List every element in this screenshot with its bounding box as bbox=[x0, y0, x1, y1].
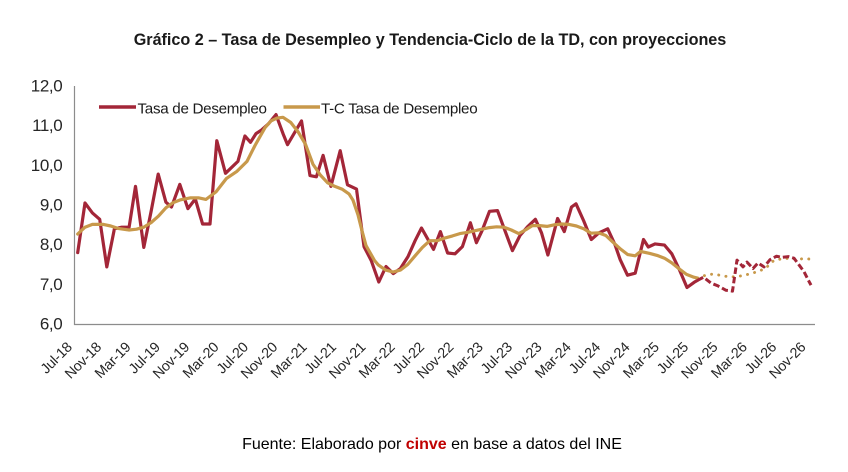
svg-text:6,0: 6,0 bbox=[40, 315, 62, 334]
svg-text:11,0: 11,0 bbox=[32, 116, 62, 135]
svg-text:Gráfico 2 – Tasa de Desempleo: Gráfico 2 – Tasa de Desempleo y Tendenci… bbox=[134, 31, 727, 49]
svg-text:Tasa de Desempleo: Tasa de Desempleo bbox=[138, 101, 267, 118]
svg-text:Fuente: Elaborado por cinve en: Fuente: Elaborado por cinve en base a da… bbox=[242, 436, 622, 453]
svg-text:9,0: 9,0 bbox=[40, 196, 62, 215]
svg-text:8,0: 8,0 bbox=[40, 235, 62, 254]
svg-text:12,0: 12,0 bbox=[31, 77, 63, 96]
svg-text:T-C Tasa de Desempleo: T-C Tasa de Desempleo bbox=[321, 101, 477, 118]
svg-text:7,0: 7,0 bbox=[40, 275, 62, 294]
svg-text:10,0: 10,0 bbox=[31, 156, 63, 175]
